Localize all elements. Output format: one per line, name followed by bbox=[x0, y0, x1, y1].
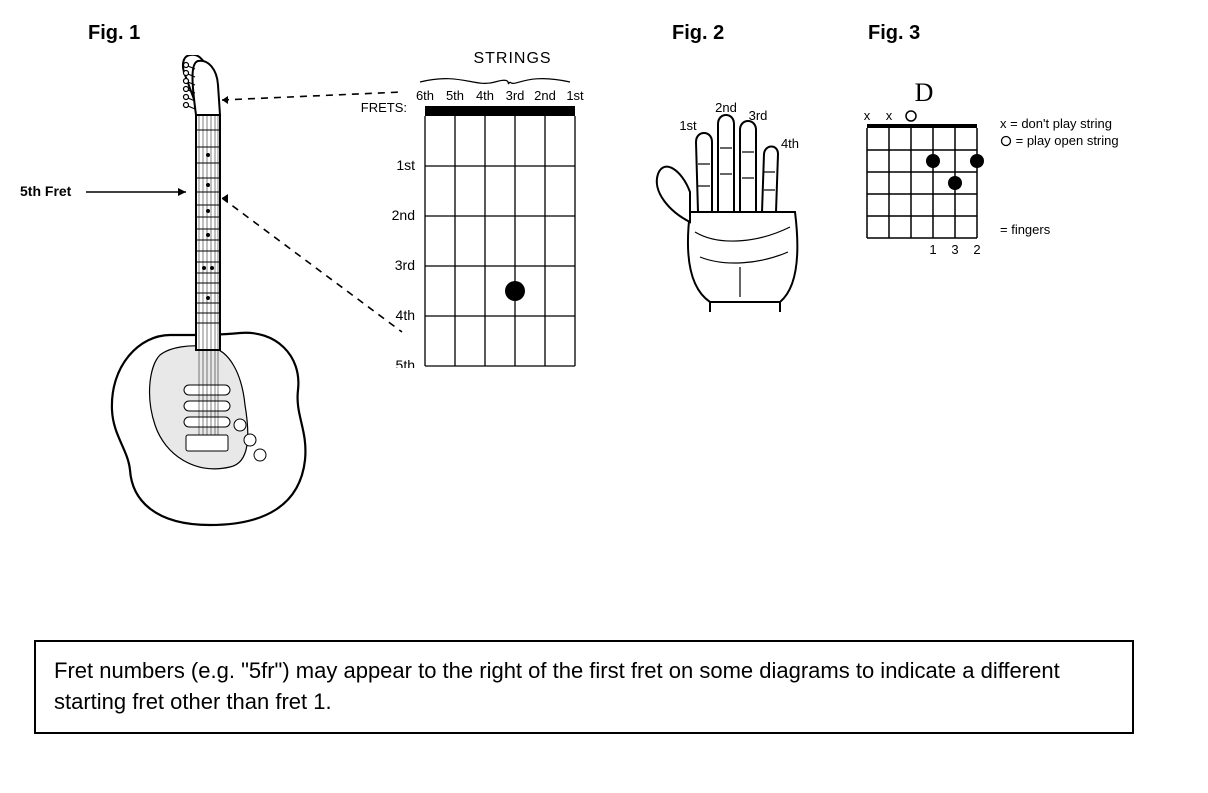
string-label: 4th bbox=[476, 88, 494, 103]
top-marker: x bbox=[864, 108, 871, 123]
fig3-chord-grid: x x bbox=[855, 108, 1005, 268]
finger-numbers-group: 1 3 2 bbox=[929, 242, 980, 257]
fret-label: 5th bbox=[396, 357, 415, 368]
fret-labels-group: 1st 2nd 3rd 4th 5th bbox=[392, 157, 415, 368]
chord-name: D bbox=[859, 78, 989, 108]
note-text: Fret numbers (e.g. "5fr") may appear to … bbox=[54, 658, 1060, 714]
fig1-chord-grid: 6th 5th 4th 3rd 2nd 1st FRETS: bbox=[355, 68, 615, 368]
fig3-title: Fig. 3 bbox=[868, 22, 920, 45]
finger-number: 2 bbox=[973, 242, 980, 257]
fig3-legend: x = don't play string = play open string bbox=[1000, 116, 1119, 148]
top-marker: x bbox=[886, 108, 893, 123]
finger-number: 1 bbox=[929, 242, 936, 257]
fret-label: 2nd bbox=[392, 207, 415, 223]
frets-header: FRETS: bbox=[361, 100, 407, 115]
fret-dot bbox=[970, 154, 984, 168]
arrow-icon bbox=[86, 184, 196, 200]
string-label: 2nd bbox=[534, 88, 556, 103]
fret-label: 4th bbox=[396, 307, 415, 323]
fig2-title: Fig. 2 bbox=[672, 22, 724, 45]
note-box: Fret numbers (e.g. "5fr") may appear to … bbox=[34, 640, 1134, 734]
fret-dot bbox=[926, 154, 940, 168]
string-labels-group: 6th 5th 4th 3rd 2nd 1st bbox=[416, 88, 584, 103]
top-markers-group: x x bbox=[864, 108, 893, 123]
fret-dot bbox=[505, 281, 525, 301]
fig3-diagram-container: D x x bbox=[855, 78, 1005, 273]
finger-label: 1st bbox=[679, 118, 697, 133]
fret-pointer-label: 5th Fret bbox=[20, 183, 71, 199]
open-circle-icon bbox=[1000, 135, 1012, 147]
string-label: 1st bbox=[566, 88, 584, 103]
page: Fig. 1 Fig. 2 Fig. 3 bbox=[0, 0, 1208, 793]
fret-label: 1st bbox=[396, 157, 415, 173]
finger-label: 3rd bbox=[749, 108, 768, 123]
fig1-diagram-container: STRINGS 6th 5th 4th 3rd 2nd 1st FRETS: bbox=[355, 50, 615, 373]
fig1-title: Fig. 1 bbox=[88, 22, 140, 45]
finger-label: 2nd bbox=[715, 100, 737, 115]
open-string-marker bbox=[906, 111, 916, 121]
hand-illustration: 1st 2nd 3rd 4th bbox=[640, 92, 830, 312]
finger-number: 3 bbox=[951, 242, 958, 257]
legend-fingers: = fingers bbox=[1000, 222, 1050, 237]
string-label: 6th bbox=[416, 88, 434, 103]
string-label: 5th bbox=[446, 88, 464, 103]
fret-dot bbox=[948, 176, 962, 190]
strings-header: STRINGS bbox=[410, 50, 615, 68]
fret-label: 3rd bbox=[395, 257, 415, 273]
legend-o-text: = play open string bbox=[1016, 133, 1119, 148]
legend-x: x = don't play string bbox=[1000, 116, 1119, 131]
legend-o-row: = play open string bbox=[1000, 133, 1119, 148]
string-label: 3rd bbox=[506, 88, 525, 103]
finger-label: 4th bbox=[781, 136, 799, 151]
